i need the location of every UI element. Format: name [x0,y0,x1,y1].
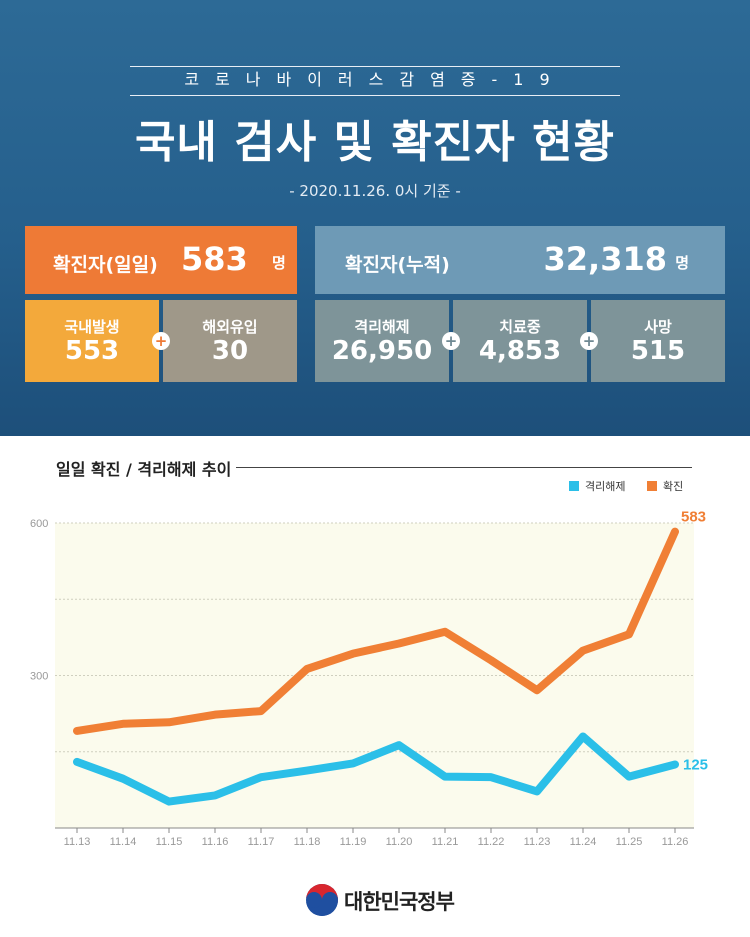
death-label: 사망 [644,318,672,336]
date-caption: - 2020.11.26. 0시 기준 - [289,182,461,200]
released-value: 26,950 [331,336,433,366]
org-name: 대한민국정부 [344,890,455,914]
overseas-label: 해외유입 [202,318,258,336]
daily-unit: 명 [272,254,286,272]
subtitle: 코로나바이러스감염증-19 [130,66,620,96]
cumulative-unit: 명 [675,254,689,272]
treatment-label: 치료중 [499,318,541,336]
x-tick-label: 11.15 [156,836,183,848]
x-tick-label: 11.16 [202,836,229,848]
overseas-value: 30 [211,336,249,366]
released-box: 격리해제 26,950 [315,300,449,382]
legend-swatch-released [569,481,579,491]
y-tick-label: 600 [30,518,48,530]
domestic-label: 국내발생 [64,318,120,336]
taegeuk-logo-icon [306,884,338,916]
cumulative-confirmed-label: 확진자(누적) [345,254,450,276]
title-divider [236,467,692,468]
data-label-confirmed: 583 [681,509,706,526]
daily-confirmed-label: 확진자(일일) [53,254,158,276]
plus-icon: + [152,332,170,350]
cumulative-confirmed-box: 확진자(누적) 32,318 명 [315,226,725,294]
legend-label-released: 격리해제 [585,480,626,493]
cumulative-confirmed-value: 32,318 [543,240,667,278]
x-tick-label: 11.21 [432,836,459,848]
footer: 대한민국정부 [300,878,500,922]
legend-item-confirmed: 확진 [647,478,683,494]
treatment-value: 4,853 [478,336,562,366]
chart-title: 일일 확진 / 격리해제 추이 [56,460,232,479]
x-tick-label: 11.25 [616,836,643,848]
released-label: 격리해제 [354,318,410,336]
death-value: 515 [630,336,686,366]
x-tick-label: 11.17 [248,836,275,848]
x-tick-label: 11.23 [524,836,551,848]
plus-icon: + [442,332,460,350]
plus-icon: + [580,332,598,350]
daily-confirmed-box: 확진자(일일) 583 명 [25,226,297,294]
plot-background [55,523,694,828]
line-chart: 300 600 11.13 11.14 11.15 11.16 11.17 11.18 11.1… [30,509,708,848]
domestic-box: 국내발생 553 [25,300,159,382]
x-tick-label: 11.19 [340,836,367,848]
x-tick-label: 11.20 [386,836,413,848]
treatment-box: 치료중 4,853 [453,300,587,382]
overseas-box: 해외유입 30 [163,300,297,382]
domestic-value: 553 [64,336,120,366]
x-tick-label: 11.26 [662,836,689,848]
x-tick-label: 11.13 [64,836,91,848]
death-box: 사망 515 [591,300,725,382]
series-line-confirmed [73,527,679,735]
x-tick-label: 11.18 [294,836,321,848]
header-banner: 코로나바이러스감염증-19 국내 검사 및 확진자 현황 - 2020.11.2… [0,0,750,436]
legend-swatch-confirmed [647,481,657,491]
x-tick-label: 11.22 [478,836,505,848]
legend-item-released: 격리해제 [569,478,625,494]
x-tick-label: 11.24 [570,836,597,848]
series-line-released [73,732,679,806]
daily-confirmed-value: 583 [181,240,248,278]
page-title: 국내 검사 및 확진자 현황 [134,117,616,168]
y-tick-label: 300 [30,671,48,683]
legend-label-confirmed: 확진 [663,480,684,493]
data-label-released: 125 [683,756,708,773]
x-tick-label: 11.14 [110,836,137,848]
